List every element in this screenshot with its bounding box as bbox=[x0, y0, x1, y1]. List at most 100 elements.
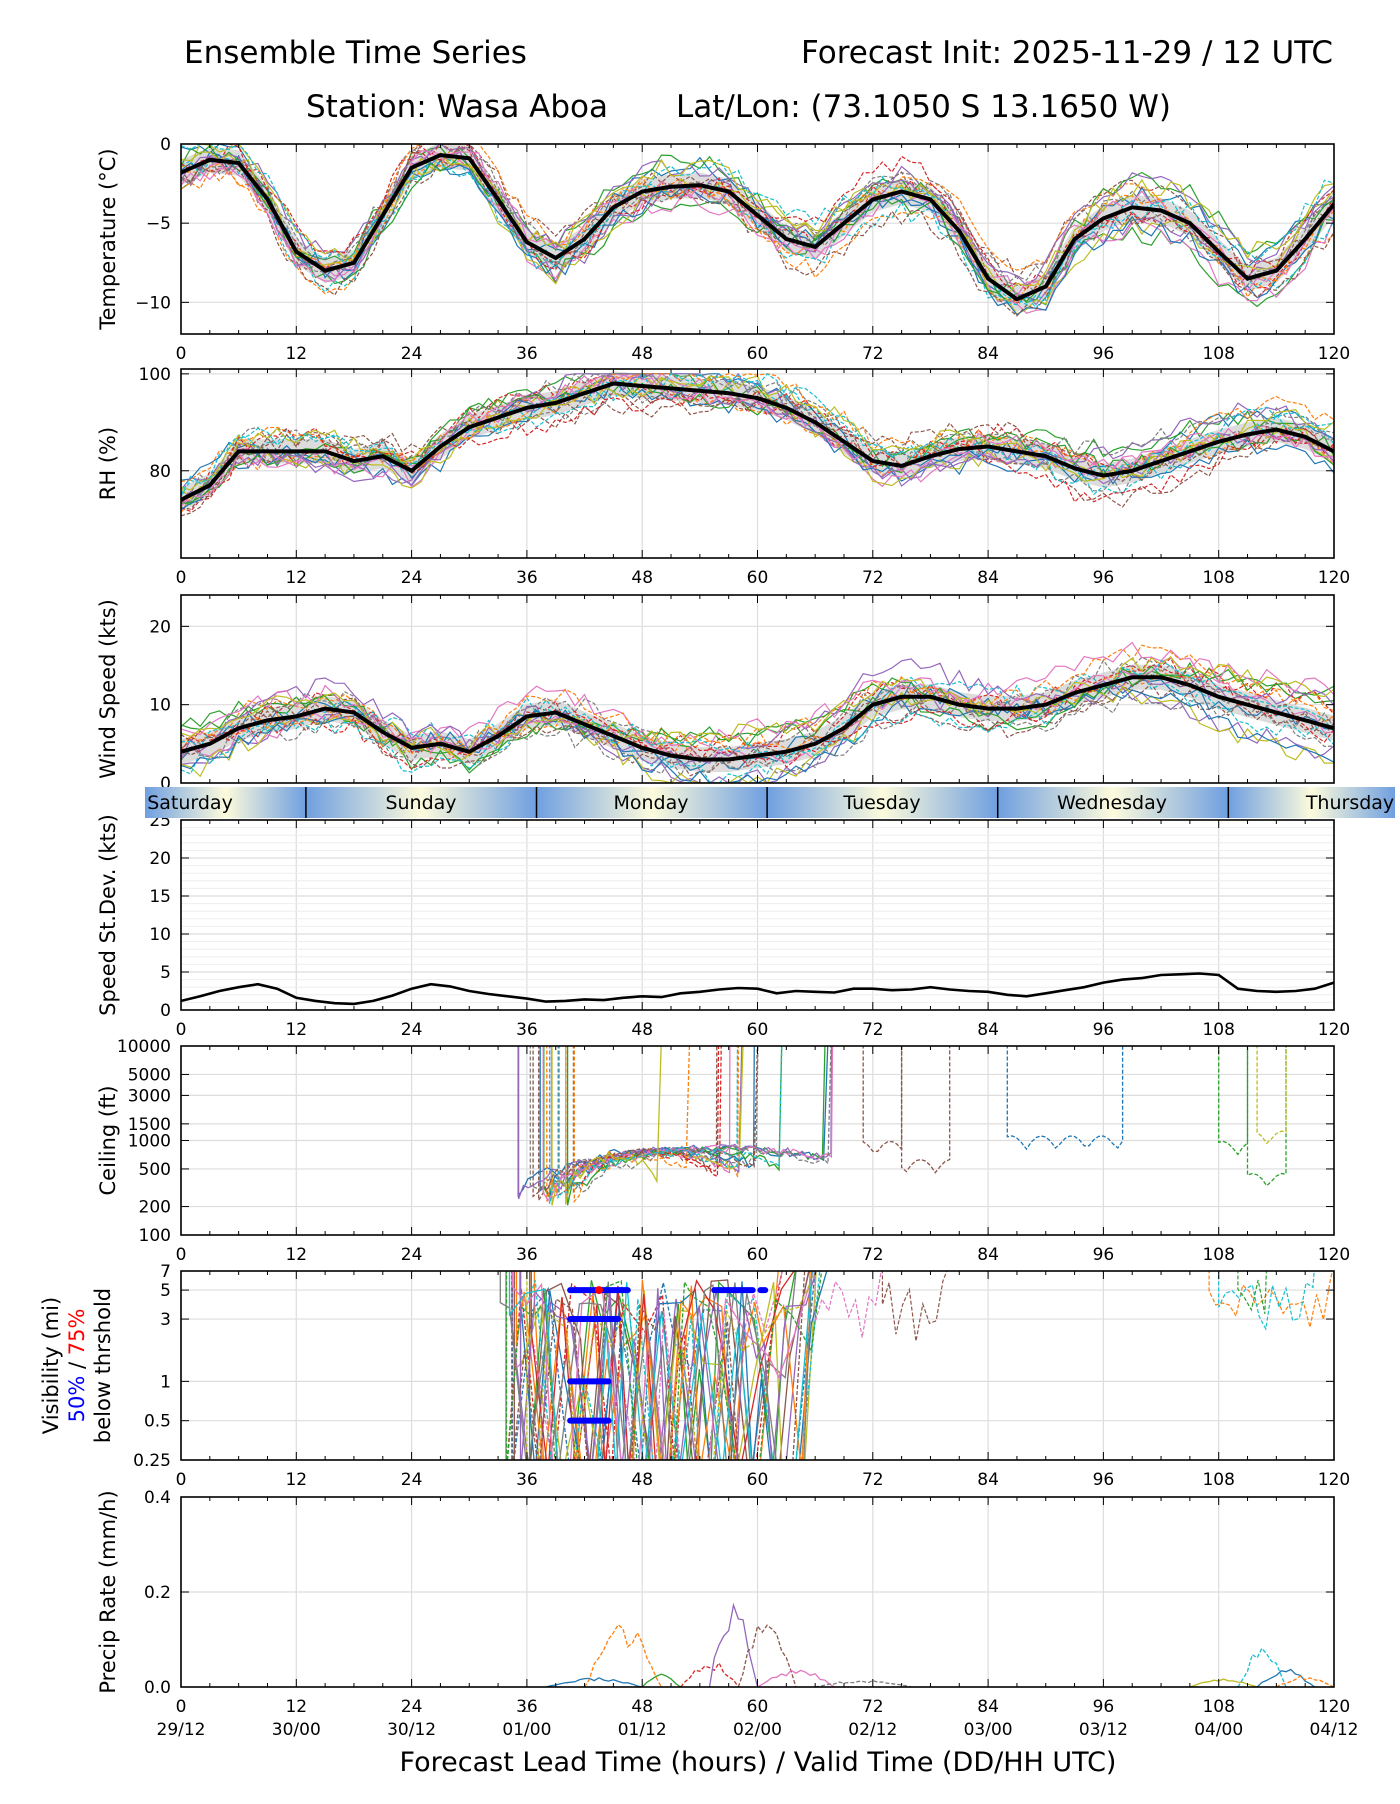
valid-time-label: 01/12 bbox=[618, 1720, 667, 1740]
x-tick-label: 108 bbox=[1202, 1020, 1234, 1040]
x-tick-label: 120 bbox=[1318, 1245, 1350, 1265]
valid-time-label: 03/00 bbox=[964, 1720, 1013, 1740]
y-tick-label: 0.0 bbox=[144, 1678, 171, 1698]
x-tick-label: 24 bbox=[401, 344, 423, 364]
x-tick-label: 72 bbox=[862, 1697, 884, 1717]
y-tick-label: 1000 bbox=[128, 1132, 171, 1152]
ensemble-member-line bbox=[181, 655, 1334, 762]
threshold-note: below thrshold bbox=[91, 1288, 115, 1443]
y-tick-label: 100 bbox=[139, 1226, 171, 1246]
ensemble-member-line bbox=[181, 672, 1334, 783]
day-segment bbox=[767, 787, 998, 818]
ensemble-member-line bbox=[814, 1271, 882, 1338]
x-tick-label: 36 bbox=[516, 1470, 538, 1490]
ensemble-member-line bbox=[181, 656, 1334, 754]
x-tick-label: 24 bbox=[401, 1697, 423, 1717]
x-tick-label: 72 bbox=[862, 1020, 884, 1040]
x-tick-label: 60 bbox=[747, 568, 769, 588]
x-tick-label: 36 bbox=[516, 344, 538, 364]
valid-time-label: 02/00 bbox=[733, 1720, 782, 1740]
ensemble-member-line bbox=[557, 1046, 783, 1200]
y-axis-label: Speed St.Dev. (kts) bbox=[96, 814, 120, 1016]
station-name: Station: Wasa Aboa bbox=[306, 89, 608, 125]
x-tick-label: 12 bbox=[285, 568, 307, 588]
x-tick-label: 120 bbox=[1318, 1697, 1350, 1717]
ensemble-member-line bbox=[181, 659, 1334, 773]
ensemble-member-line bbox=[181, 372, 1334, 491]
x-tick-label: 48 bbox=[631, 1470, 653, 1490]
x-tick-label: 108 bbox=[1202, 1697, 1234, 1717]
y-tick-label: 500 bbox=[139, 1160, 171, 1180]
x-tick-label: 24 bbox=[401, 1020, 423, 1040]
ensemble-member-line bbox=[1256, 1668, 1316, 1687]
y-axis-label: Visibility (mi) bbox=[39, 1297, 63, 1434]
y-tick-label: 3000 bbox=[128, 1086, 171, 1106]
ensemble-member-line bbox=[900, 1046, 951, 1174]
ensemble-member-line bbox=[499, 1271, 813, 1460]
x-tick-label: 60 bbox=[747, 1245, 769, 1265]
ensemble-member-line bbox=[181, 151, 1334, 296]
ensemble-member-line bbox=[181, 144, 1334, 284]
y-tick-label: 15 bbox=[149, 887, 171, 907]
x-tick-label: 60 bbox=[747, 1470, 769, 1490]
ensemble-member-line bbox=[545, 1677, 643, 1687]
ensemble-member-line bbox=[181, 666, 1334, 759]
threshold-75-point bbox=[594, 1286, 603, 1295]
ensemble-member-line bbox=[1237, 1647, 1287, 1687]
x-tick-label: 84 bbox=[977, 1697, 999, 1717]
x-tick-label: 0 bbox=[176, 1697, 187, 1717]
ensemble-member-line bbox=[1006, 1046, 1124, 1151]
plot-area bbox=[545, 1602, 1334, 1687]
threshold-50-label: 50% bbox=[65, 1376, 89, 1423]
ensemble-member-line bbox=[181, 378, 1334, 496]
ensemble-member-line bbox=[757, 1669, 835, 1687]
x-tick-label: 24 bbox=[401, 568, 423, 588]
plot-area bbox=[499, 1271, 1333, 1460]
valid-time-label: 04/12 bbox=[1310, 1720, 1359, 1740]
x-tick-label: 12 bbox=[285, 1697, 307, 1717]
ensemble-member-line bbox=[181, 682, 1334, 777]
day-segment bbox=[536, 787, 768, 818]
x-tick-label: 48 bbox=[631, 344, 653, 364]
ensemble-member-line bbox=[181, 378, 1334, 497]
y-tick-label: 0.2 bbox=[144, 1583, 171, 1603]
stdev-line bbox=[181, 972, 1334, 1006]
y-tick-label: 10 bbox=[149, 696, 171, 716]
x-tick-label: 120 bbox=[1318, 1470, 1350, 1490]
panel-2: 0 12 24 36 48 60 72 84 96 108 120 80 100 bbox=[139, 365, 1351, 588]
ensemble-member-line bbox=[181, 150, 1334, 297]
day-segment bbox=[1228, 787, 1395, 818]
x-tick-label: 84 bbox=[977, 568, 999, 588]
ensemble-member-line bbox=[181, 146, 1334, 308]
x-tick-label: 24 bbox=[401, 1245, 423, 1265]
x-tick-label: 96 bbox=[1093, 1470, 1115, 1490]
ensemble-member-line bbox=[528, 1271, 796, 1460]
x-tick-label: 48 bbox=[631, 1020, 653, 1040]
ensemble-member-line bbox=[862, 1046, 903, 1153]
y-tick-label: 1500 bbox=[128, 1115, 171, 1135]
ensemble-member-line bbox=[1275, 1675, 1334, 1687]
valid-time-label: 02/12 bbox=[848, 1720, 897, 1740]
valid-time-label: 29/12 bbox=[157, 1720, 206, 1740]
y-tick-label: 20 bbox=[149, 849, 171, 869]
ensemble-member-line bbox=[519, 1271, 828, 1460]
ensemble-member-line bbox=[526, 1271, 817, 1460]
y-tick-label: 10 bbox=[149, 925, 171, 945]
x-tick-label: 12 bbox=[285, 1470, 307, 1490]
plot-area bbox=[181, 371, 1334, 517]
y-tick-label: 0.4 bbox=[144, 1488, 171, 1508]
ensemble-member-line bbox=[1218, 1271, 1315, 1331]
panel-1: 0 12 24 36 48 60 72 84 96 108 120 0 −5 −10 bbox=[135, 135, 1350, 364]
ensemble-member-line bbox=[181, 674, 1334, 769]
x-tick-label: 96 bbox=[1093, 1245, 1115, 1265]
y-axis-label: Temperature (°C) bbox=[96, 148, 120, 330]
ensemble-member-line bbox=[881, 1271, 948, 1342]
ensemble-member-line bbox=[1189, 1678, 1258, 1687]
x-tick-label: 120 bbox=[1318, 344, 1350, 364]
y-axis-label: Precip Rate (mm/h) bbox=[96, 1490, 120, 1693]
station-latlon: Lat/Lon: (73.1050 S 13.1650 W) bbox=[676, 89, 1171, 125]
ensemble-member-line bbox=[513, 1271, 810, 1460]
ensemble-member-line bbox=[519, 1271, 821, 1460]
